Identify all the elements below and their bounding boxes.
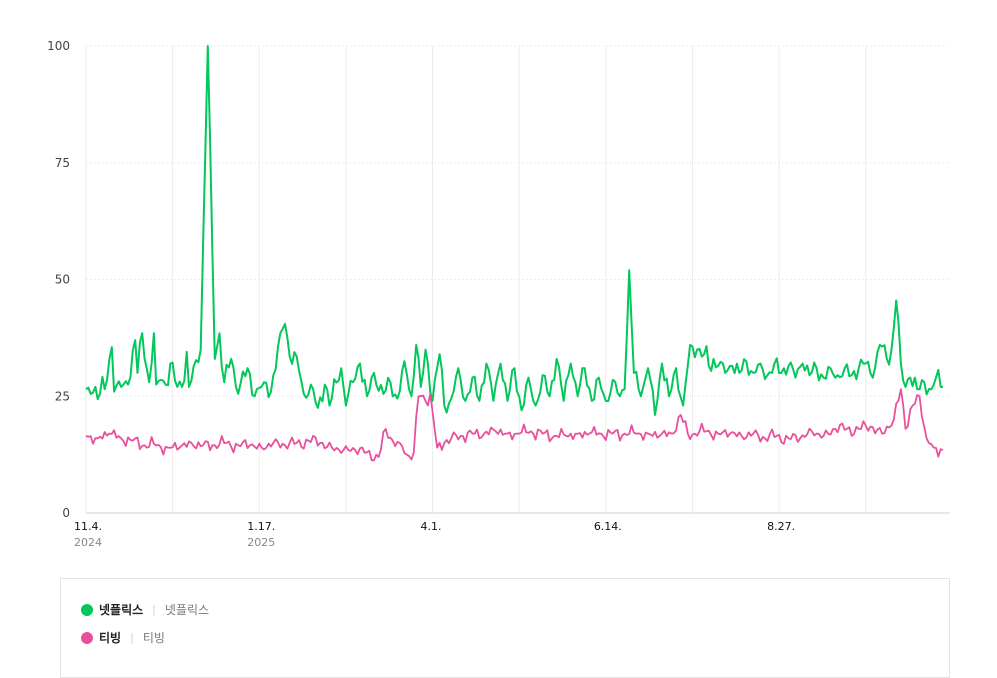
- legend-separator: |: [130, 631, 134, 644]
- legend-subname-tving: 티빙: [142, 631, 165, 645]
- grid-lines: [85, 45, 950, 514]
- x-tick-label: 4.1.: [421, 520, 442, 533]
- y-tick-label: 25: [55, 389, 70, 403]
- trend-chart: 0 25 50 75 100 11.4. 2024 1.17. 2025 4.1. 6.14. 8.…: [47, 39, 950, 549]
- series-lines: [85, 45, 944, 462]
- legend-name-netflix: 넷플릭스: [99, 603, 144, 617]
- x-tick-label: 1.17.: [247, 520, 275, 533]
- legend-name-tving: 티빙: [99, 631, 122, 645]
- x-axis-ticks: 11.4. 2024 1.17. 2025 4.1. 6.14. 8.27.: [74, 520, 795, 549]
- legend-subname-netflix: 넷플릭스: [164, 603, 210, 617]
- legend-marker-tving: [81, 631, 93, 644]
- x-tick-year-label: 2024: [74, 536, 102, 549]
- series-line-tving[interactable]: [85, 388, 944, 462]
- y-tick-label: 0: [62, 506, 70, 520]
- y-tick-label: 100: [47, 39, 70, 53]
- y-tick-label: 50: [55, 273, 70, 287]
- y-tick-label: 75: [55, 156, 70, 170]
- x-tick-label: 8.27.: [767, 520, 795, 533]
- legend-marker-netflix: [81, 603, 93, 616]
- legend-item-tving[interactable]: 티빙 | 티빙: [81, 629, 165, 646]
- legend-panel: 넷플릭스 | 넷플릭스 티빙 | 티빙: [60, 578, 950, 678]
- legend-item-netflix[interactable]: 넷플릭스 | 넷플릭스: [81, 601, 209, 618]
- legend-separator: |: [152, 603, 156, 616]
- x-tick-label: 6.14.: [594, 520, 622, 533]
- series-line-netflix[interactable]: [85, 45, 943, 416]
- x-tick-year-label: 2025: [247, 536, 275, 549]
- x-tick-label: 11.4.: [74, 520, 102, 533]
- y-axis-ticks: 0 25 50 75 100: [47, 39, 70, 520]
